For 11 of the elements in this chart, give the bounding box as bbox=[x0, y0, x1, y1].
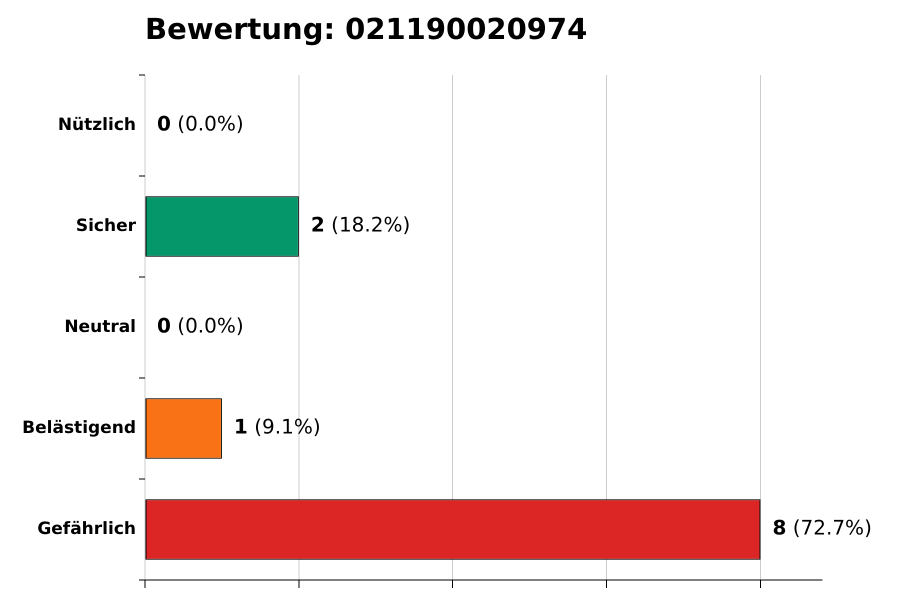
y-tick-label: Belästigend bbox=[22, 418, 136, 438]
y-tick-label: Nützlich bbox=[58, 114, 136, 135]
data-label: 2 (18.2%) bbox=[310, 212, 410, 237]
data-label: 0 (0.0%) bbox=[157, 112, 244, 136]
data-label: 0 (0.0%) bbox=[157, 314, 244, 338]
y-tick-label: Sicher bbox=[76, 216, 137, 236]
chart-title: Bewertung: 021190020974 bbox=[145, 12, 588, 46]
data-label: 8 (72.7%) bbox=[772, 516, 872, 540]
data-label: 1 (9.1%) bbox=[234, 414, 321, 439]
y-tick-label: Gefährlich bbox=[37, 518, 136, 539]
y-tick-label: Neutral bbox=[64, 316, 136, 337]
